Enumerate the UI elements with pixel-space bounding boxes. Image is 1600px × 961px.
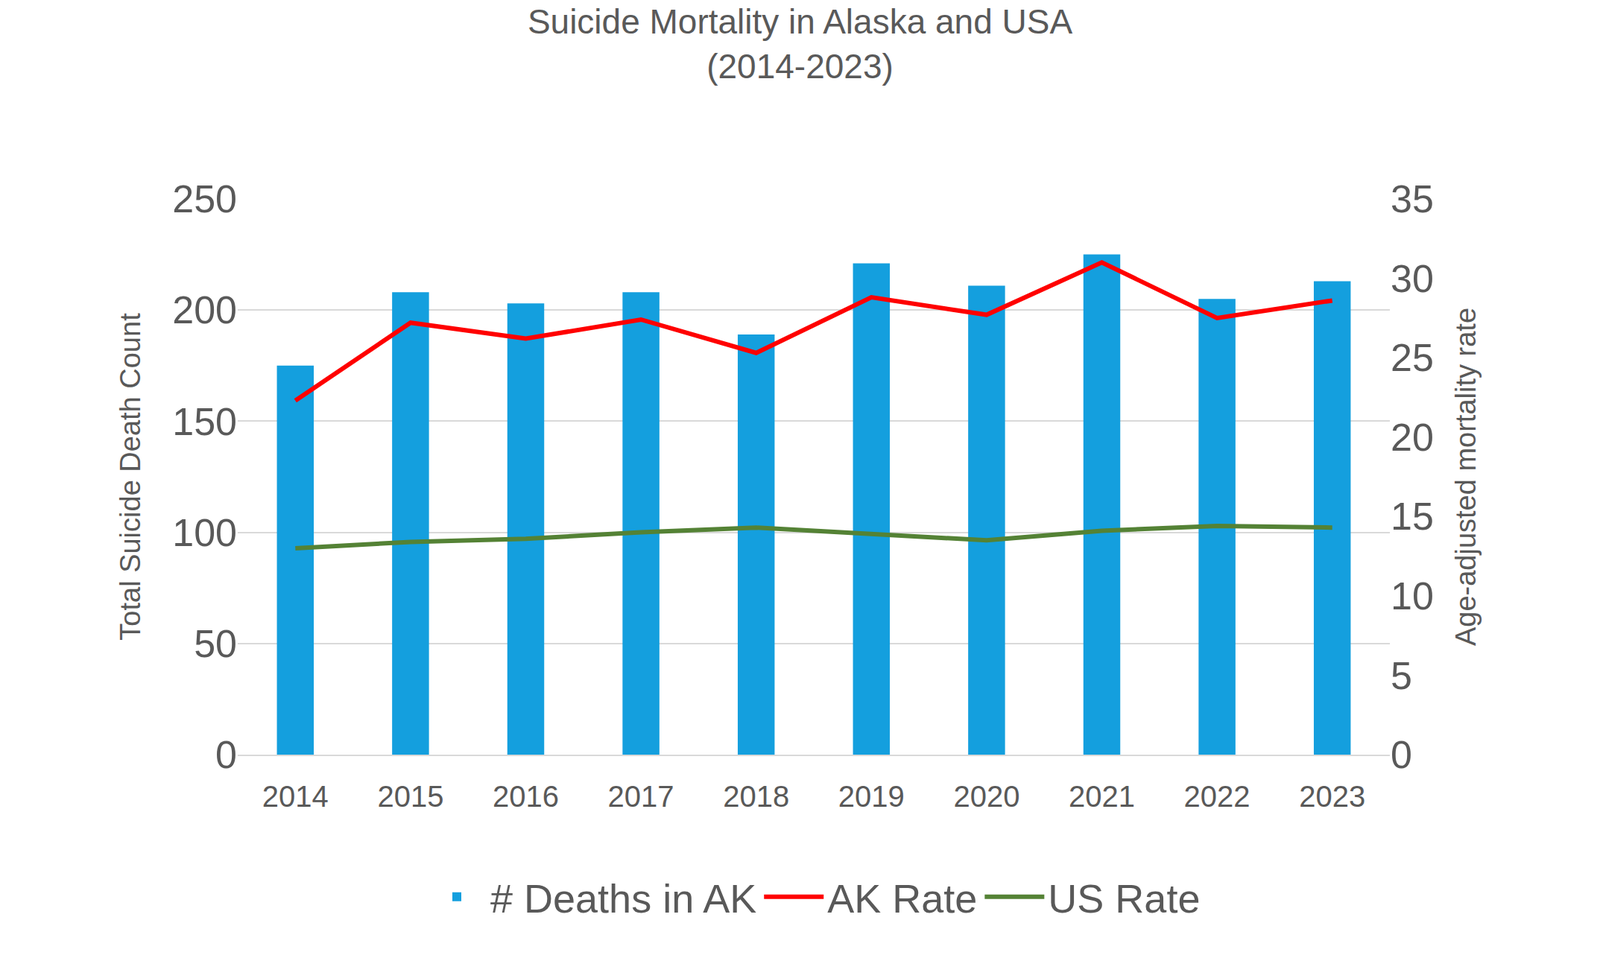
svg-text:35: 35 xyxy=(1390,177,1434,221)
svg-text:20: 20 xyxy=(1390,415,1434,460)
svg-text:200: 200 xyxy=(172,288,237,332)
svg-text:25: 25 xyxy=(1390,336,1434,380)
svg-text:2019: 2019 xyxy=(838,780,905,814)
svg-text:2014: 2014 xyxy=(262,780,329,814)
svg-text:0: 0 xyxy=(215,733,237,777)
svg-text:30: 30 xyxy=(1390,257,1434,301)
svg-text:15: 15 xyxy=(1390,494,1434,539)
svg-text:Suicide Mortality in Alaska an: Suicide Mortality in Alaska and USA(2014… xyxy=(527,2,1074,86)
svg-text:Age-adjusted mortality rate: Age-adjusted mortality rate xyxy=(1450,307,1482,647)
svg-text:250: 250 xyxy=(172,177,237,221)
svg-text:2022: 2022 xyxy=(1184,780,1251,814)
svg-text:10: 10 xyxy=(1390,574,1434,618)
svg-text:5: 5 xyxy=(1390,654,1413,698)
svg-text:2016: 2016 xyxy=(492,780,559,814)
svg-text:50: 50 xyxy=(193,622,237,666)
svg-text:2021: 2021 xyxy=(1068,780,1135,814)
svg-text:2015: 2015 xyxy=(377,780,444,814)
svg-text:0: 0 xyxy=(1390,733,1413,777)
svg-text:2023: 2023 xyxy=(1298,780,1366,814)
svg-text:100: 100 xyxy=(172,511,237,555)
svg-text:2020: 2020 xyxy=(953,780,1020,814)
svg-text:AK Rate: AK Rate xyxy=(827,876,977,922)
svg-text:2017: 2017 xyxy=(608,780,675,814)
svg-text:US Rate: US Rate xyxy=(1047,876,1200,922)
svg-text:2018: 2018 xyxy=(722,780,790,814)
svg-text:150: 150 xyxy=(172,400,237,444)
svg-text:# Deaths in AK: # Deaths in AK xyxy=(490,876,757,922)
svg-text:Total Suicide Death Count: Total Suicide Death Count xyxy=(114,312,147,641)
